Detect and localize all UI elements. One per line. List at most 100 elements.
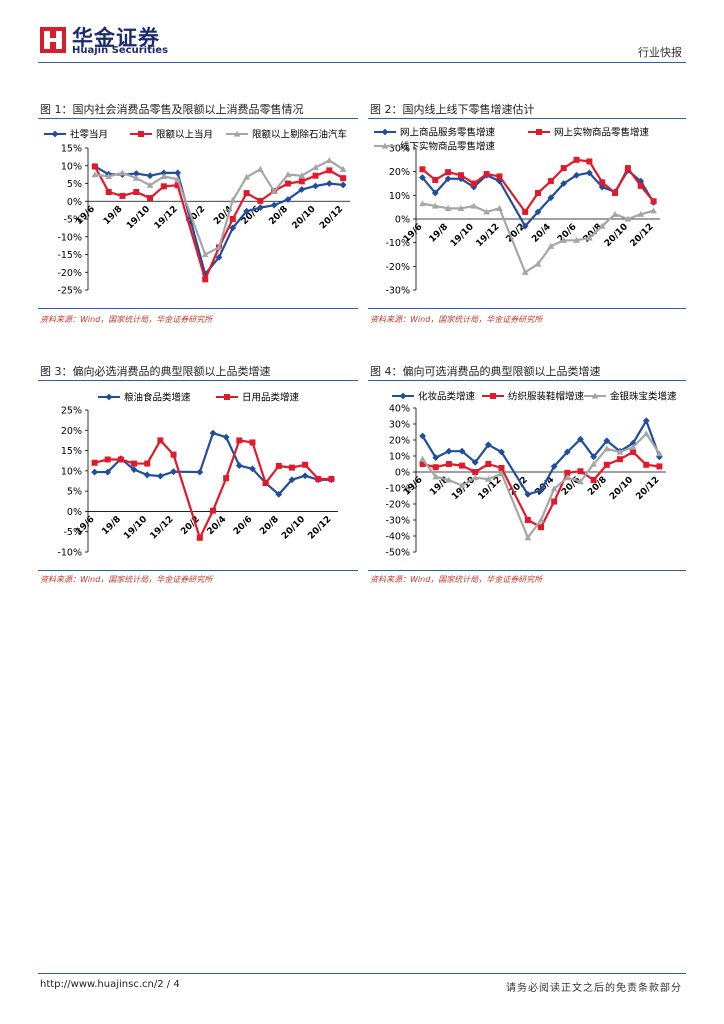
- data-point: [564, 469, 571, 476]
- data-point: [445, 476, 453, 483]
- figure-4-chart: -50%-40%-30%-20%-10%0%10%20%30%40%19/6 19…: [385, 391, 677, 559]
- data-point: [603, 461, 610, 468]
- figure-3-chart: -10%-5%0%5%10%15%20%25%19/6 19/8 19/10 19/1…: [57, 392, 338, 559]
- y-tick-label: -10%: [385, 238, 410, 249]
- legend-marker: [399, 392, 407, 400]
- x-tick-label: 20/12: [318, 204, 345, 231]
- figure-2-title: 图 2：国内线上线下零售增速估计: [370, 103, 535, 116]
- data-point: [537, 487, 545, 494]
- data-point: [650, 207, 657, 214]
- x-tick-label: 19/10: [125, 204, 152, 231]
- data-point: [656, 463, 663, 470]
- data-point: [339, 165, 347, 172]
- data-point: [298, 186, 306, 193]
- data-point: [431, 189, 439, 197]
- data-point: [637, 210, 645, 217]
- data-point: [603, 437, 611, 445]
- data-point: [573, 171, 580, 179]
- data-point: [643, 461, 650, 468]
- data-point: [603, 445, 611, 452]
- series-line-3: [421, 432, 661, 539]
- legend-marker: [536, 129, 542, 135]
- x-tick-label: 20/12: [634, 475, 661, 502]
- data-point: [616, 456, 623, 463]
- data-point: [229, 196, 237, 203]
- brand-logo-icon: [40, 27, 66, 53]
- data-point: [328, 475, 335, 482]
- data-point: [131, 460, 138, 467]
- figure-4-rule: [368, 380, 686, 381]
- data-point: [650, 198, 657, 205]
- footer-url[interactable]: http://www.huajinsc.cn/: [40, 979, 158, 990]
- data-point: [444, 175, 452, 183]
- data-point: [143, 471, 151, 479]
- data-point: [144, 460, 151, 467]
- data-point: [288, 476, 296, 484]
- data-point: [432, 473, 440, 480]
- x-tick-label: 20/12: [306, 514, 333, 541]
- y-tick-label: 10%: [389, 452, 410, 463]
- data-point: [590, 453, 598, 461]
- figure-4-title: 图 4：偏向可选消费品的典型限额以上品类增速: [370, 365, 601, 378]
- y-tick-label: 5%: [67, 179, 82, 190]
- y-tick-label: 0%: [395, 468, 410, 479]
- footer-link[interactable]: http://www.huajinsc.cn/2 / 4: [40, 979, 180, 990]
- data-point: [174, 169, 182, 177]
- x-tick-label: 19/12: [149, 514, 176, 541]
- figure-4-source: 资料来源：Wind，国家统计局，华金证券研究所: [370, 575, 543, 584]
- data-point: [577, 478, 584, 485]
- data-point: [586, 158, 593, 165]
- y-tick-label: -10%: [57, 232, 82, 243]
- data-point: [243, 190, 250, 197]
- series-line-3: [94, 159, 344, 256]
- data-point: [484, 441, 492, 449]
- legend-marker: [591, 392, 599, 399]
- data-point: [215, 244, 223, 250]
- data-point: [585, 234, 593, 241]
- data-point: [538, 524, 544, 531]
- data-point: [210, 507, 216, 514]
- y-tick-label: -10%: [57, 548, 82, 559]
- data-point: [551, 498, 558, 505]
- x-tick-label: 20/10: [280, 514, 307, 541]
- x-tick-label: 19/12: [153, 204, 180, 231]
- data-point: [470, 202, 478, 209]
- data-point: [642, 417, 650, 425]
- y-tick-label: 10%: [61, 466, 82, 477]
- legend-marker: [138, 131, 144, 137]
- data-point: [284, 196, 292, 203]
- figure-2-bottom-rule: [368, 308, 686, 309]
- y-tick-label: 0%: [67, 197, 82, 208]
- y-tick-label: 20%: [389, 436, 410, 447]
- y-tick-label: 20%: [389, 167, 410, 178]
- legend-label: 网上实物商品零售增速: [554, 127, 650, 139]
- data-point: [534, 260, 542, 267]
- y-tick-label: -25%: [57, 286, 82, 297]
- x-tick-label: 20/6: [232, 514, 255, 537]
- figure-3-source: 资料来源：Wind，国家统计局，华金证券研究所: [40, 575, 213, 584]
- footer-divider: [38, 973, 686, 974]
- data-point: [470, 183, 478, 191]
- x-tick-label: 19/8: [102, 204, 125, 227]
- data-point: [326, 167, 333, 174]
- data-point: [524, 491, 532, 498]
- data-point: [471, 459, 479, 466]
- data-point: [483, 208, 491, 215]
- figure-3-title: 图 3：偏向必选消费品的典型限额以上品类增速: [40, 365, 271, 378]
- data-point: [629, 443, 637, 450]
- data-point: [105, 173, 113, 179]
- data-point: [524, 534, 532, 541]
- data-point: [209, 429, 217, 437]
- data-point: [262, 480, 269, 487]
- data-point: [325, 157, 333, 164]
- data-point: [577, 468, 584, 475]
- data-point: [270, 187, 278, 194]
- data-point: [160, 173, 168, 179]
- data-point: [91, 171, 99, 178]
- data-point: [611, 210, 619, 217]
- data-point: [325, 180, 333, 187]
- data-point: [133, 189, 140, 196]
- data-point: [612, 189, 619, 196]
- data-point: [419, 200, 426, 207]
- data-point: [243, 173, 250, 180]
